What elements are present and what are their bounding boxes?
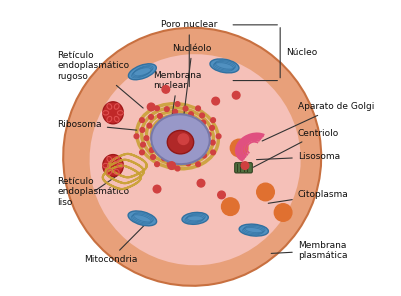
Circle shape [154,162,159,167]
Circle shape [209,126,214,130]
Circle shape [161,156,166,161]
Circle shape [140,142,145,147]
Text: Aparato de Golgi: Aparato de Golgi [261,102,373,141]
Ellipse shape [128,211,156,226]
Ellipse shape [151,114,209,164]
Circle shape [150,155,155,160]
Circle shape [232,91,239,99]
Circle shape [200,120,205,125]
Ellipse shape [239,224,268,236]
Text: Mitocondria: Mitocondria [83,220,149,264]
Circle shape [134,134,138,139]
Ellipse shape [128,64,156,80]
Circle shape [221,198,239,215]
Circle shape [256,183,273,201]
Text: Membrana
plasmática: Membrana plasmática [271,241,346,260]
Circle shape [192,154,197,159]
Circle shape [210,118,215,123]
Circle shape [175,102,179,106]
Circle shape [149,148,154,152]
Circle shape [147,103,154,111]
Circle shape [139,150,144,155]
Circle shape [148,115,153,119]
Circle shape [211,97,219,105]
Circle shape [175,166,179,171]
Circle shape [195,162,200,167]
Text: Ribosoma: Ribosoma [57,120,136,130]
Text: Lisosoma: Lisosoma [256,152,339,161]
Circle shape [178,134,188,144]
Circle shape [217,191,225,199]
Circle shape [216,134,221,139]
Circle shape [168,162,175,169]
Circle shape [147,123,152,128]
Ellipse shape [63,28,320,286]
Circle shape [197,179,204,187]
Circle shape [140,128,144,132]
Circle shape [172,110,177,114]
Circle shape [167,162,172,166]
Circle shape [153,185,160,193]
Text: Citoplasma: Citoplasma [267,190,348,203]
Circle shape [144,136,148,141]
Circle shape [188,112,193,117]
Circle shape [241,162,248,169]
Circle shape [210,150,215,155]
Ellipse shape [89,54,300,265]
Ellipse shape [182,213,208,224]
Ellipse shape [103,155,123,177]
Ellipse shape [103,102,123,124]
Circle shape [164,107,169,112]
Circle shape [195,106,200,111]
Text: Centriolo: Centriolo [253,129,338,167]
Ellipse shape [209,59,238,73]
Circle shape [185,161,190,166]
FancyBboxPatch shape [234,163,252,173]
Text: Nucléolo: Nucléolo [172,44,211,116]
Circle shape [203,144,207,149]
Circle shape [177,158,182,163]
Circle shape [199,113,204,118]
Circle shape [154,106,159,111]
Ellipse shape [167,131,193,154]
Circle shape [201,153,206,158]
Text: Poro nuclear: Poro nuclear [161,20,217,87]
Circle shape [273,204,291,221]
Circle shape [210,140,215,145]
Circle shape [230,139,247,157]
Circle shape [162,86,169,93]
Circle shape [139,118,144,123]
Text: Membrana
nuclear: Membrana nuclear [153,71,201,133]
Text: Retículo
endoplasmático
liso: Retículo endoplasmático liso [57,176,129,207]
Text: Retículo
endoplasmático
rugoso: Retículo endoplasmático rugoso [57,51,143,108]
Circle shape [157,114,162,118]
Circle shape [206,132,211,137]
Text: Núcleo: Núcleo [286,48,316,57]
Circle shape [183,106,187,111]
